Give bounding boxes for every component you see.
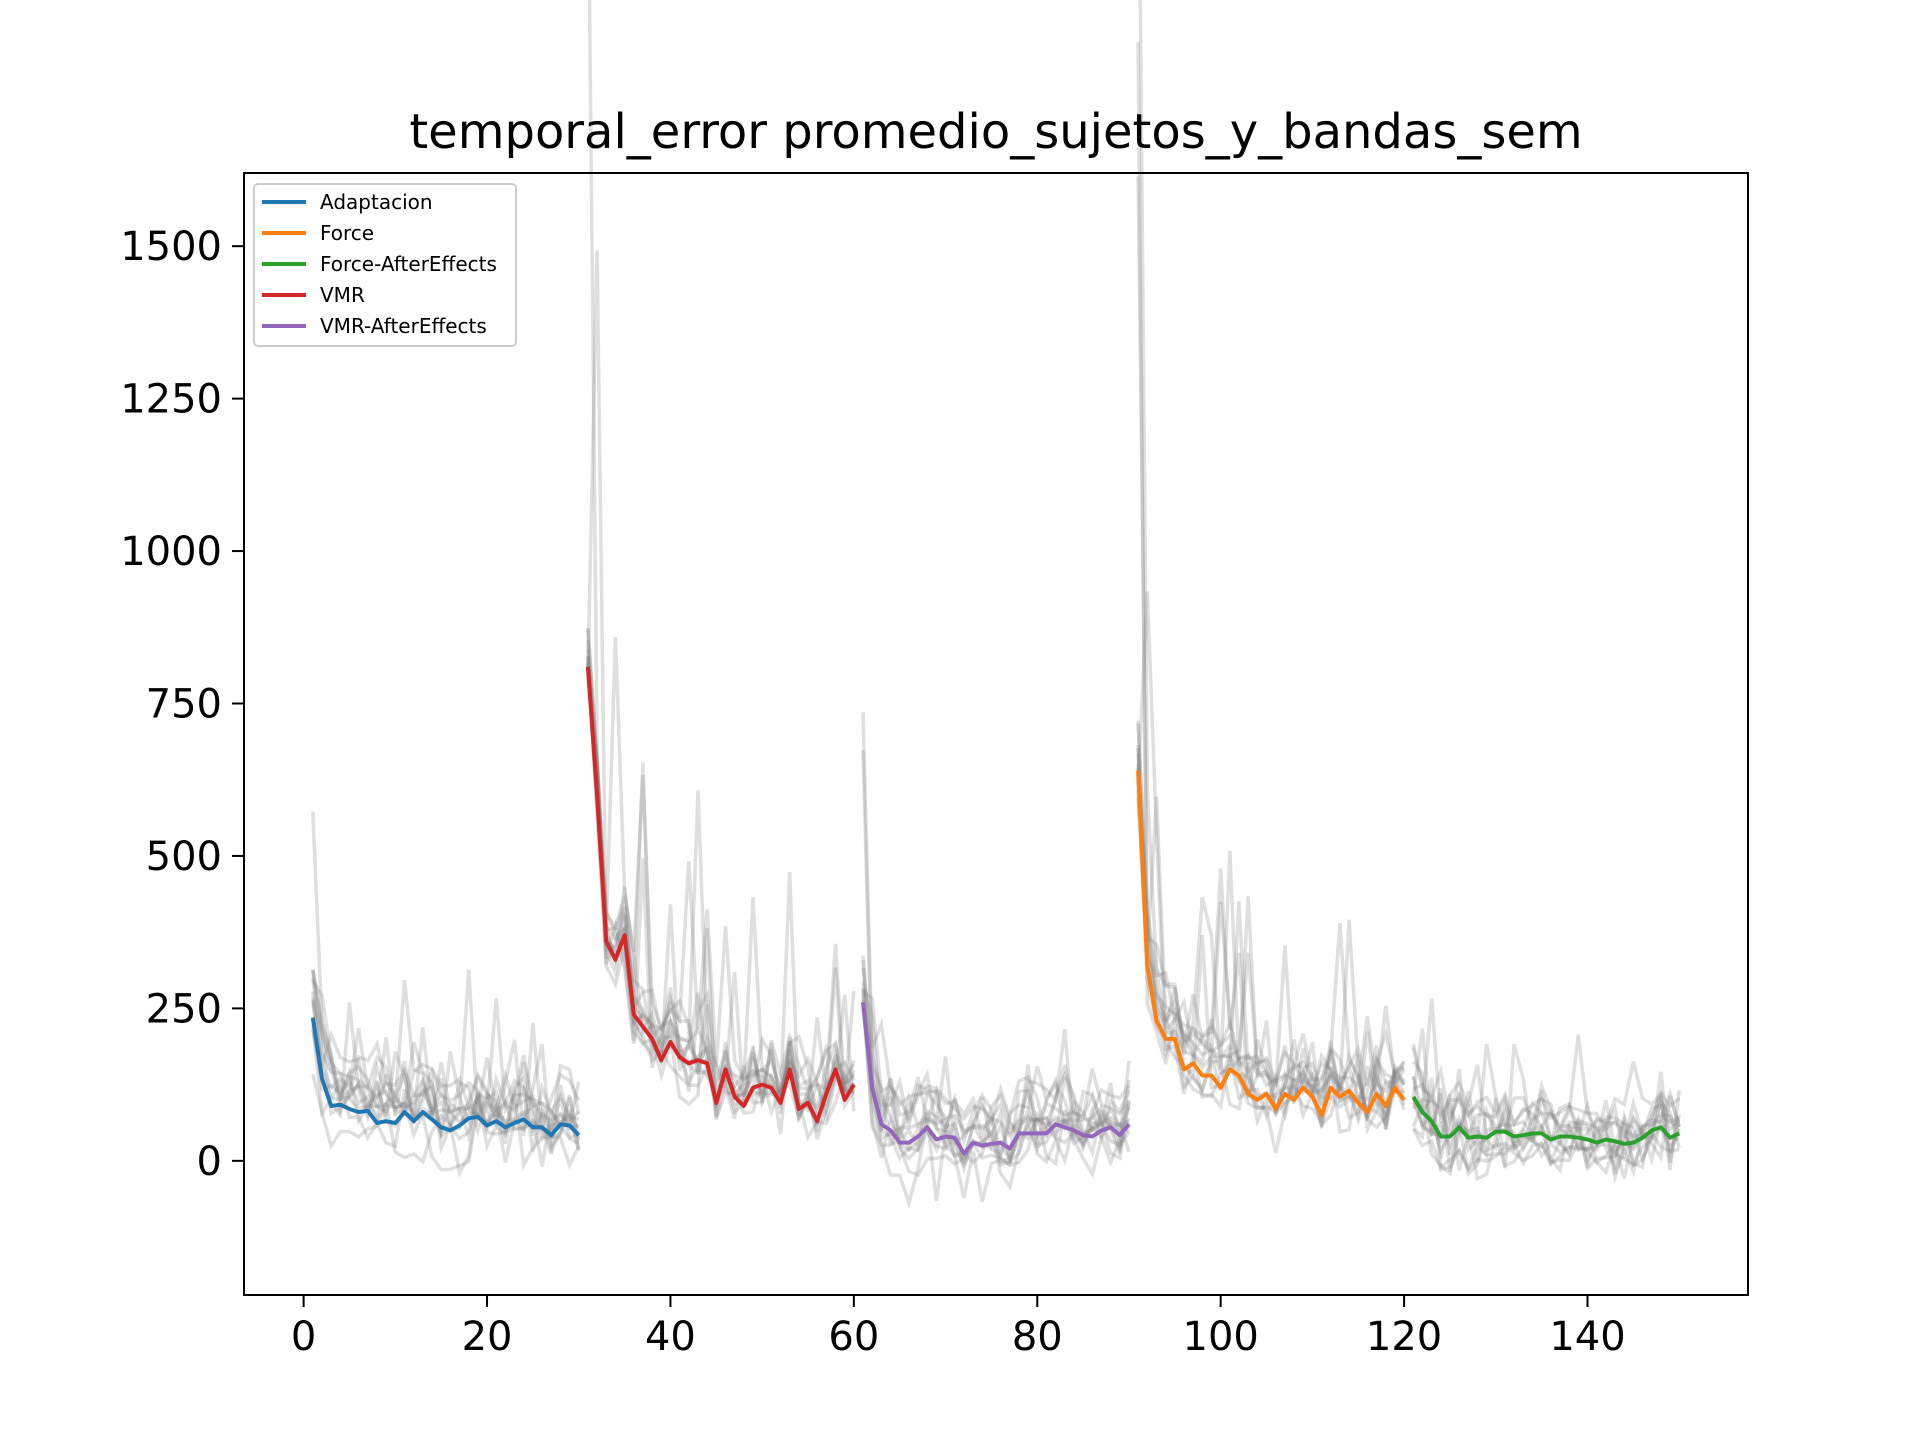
- subject-line: [1412, 1090, 1681, 1172]
- subject-line: [1136, 744, 1405, 1123]
- y-tick-label: 500: [146, 834, 222, 880]
- subject-line: [861, 987, 1131, 1165]
- subject-line: [311, 1002, 581, 1150]
- legend-label: VMR: [320, 283, 365, 307]
- subject-line: [586, 675, 856, 1143]
- x-tick-label: 100: [1183, 1314, 1259, 1360]
- x-tick-label: 20: [462, 1314, 513, 1360]
- subject-line: [311, 970, 581, 1153]
- y-tick-label: 1000: [120, 529, 222, 575]
- subject-line: [586, 655, 856, 1121]
- x-tick-label: 60: [828, 1314, 879, 1360]
- subject-line: [861, 988, 1131, 1209]
- subject-line: [1412, 1077, 1680, 1173]
- subject-line: [311, 979, 580, 1152]
- subject-line: [861, 967, 1131, 1139]
- subject-line: [311, 970, 581, 1133]
- subject-line: [311, 1073, 581, 1178]
- x-tick-label: 0: [291, 1314, 316, 1360]
- legend-label: Adaptacion: [320, 190, 433, 214]
- chart-title: temporal_error promedio_sujetos_y_bandas…: [409, 104, 1582, 160]
- series-line-force: [1136, 770, 1406, 1118]
- subject-line: [1411, 1071, 1681, 1173]
- y-tick-label: 1500: [120, 224, 222, 270]
- y-tick-label: 250: [146, 986, 222, 1032]
- series-line-adaptacion: [310, 1017, 581, 1138]
- subject-line: [1136, 720, 1406, 1103]
- subject-line: [586, 628, 856, 1100]
- subject-line: [861, 989, 1131, 1165]
- y-tick-label: 1250: [120, 377, 222, 423]
- subject-line: [1136, 763, 1406, 1135]
- subject-line: [1138, 0, 1406, 1130]
- subject-line: [311, 1020, 581, 1150]
- x-tick-label: 80: [1012, 1314, 1063, 1360]
- subject-line: [1136, 591, 1406, 1127]
- subject-line: [1411, 1096, 1680, 1155]
- legend-label: Force: [320, 221, 374, 245]
- subject-line: [1411, 1047, 1681, 1138]
- subject-line: [1412, 998, 1681, 1172]
- subject-line: [861, 960, 1131, 1166]
- subject-line: [311, 990, 581, 1140]
- subject-line: [311, 968, 581, 1155]
- subject-line: [586, 627, 856, 1116]
- legend: Adaptacion Force Force-AfterEffects VMR VMR-…: [253, 183, 517, 347]
- y-tick-label: 750: [146, 682, 222, 728]
- subject-line: [1136, 176, 1405, 1119]
- subject-line: [861, 712, 1131, 1137]
- subject-line: [311, 1024, 580, 1172]
- subject-line: [1411, 1034, 1681, 1171]
- series-line-vmr-aftereffects: [861, 1002, 1131, 1156]
- x-tick-label: 120: [1366, 1314, 1442, 1360]
- subject-line: [1411, 1043, 1681, 1175]
- subject-line: [1136, 779, 1406, 1130]
- plot-frame: [243, 172, 1749, 1296]
- subject-line: [1136, 723, 1406, 1118]
- x-tick-label: 40: [645, 1314, 696, 1360]
- series-line-vmr: [585, 666, 856, 1124]
- subject-line: [1136, 42, 1405, 1154]
- legend-label: VMR-AfterEffects: [320, 314, 487, 338]
- subject-line: [861, 1001, 1131, 1191]
- subject-line: [586, 667, 855, 1125]
- subject-line: [1136, 748, 1406, 1095]
- subject-line: [861, 992, 1130, 1167]
- legend-box: [253, 183, 517, 347]
- subject-line: [1411, 1094, 1680, 1184]
- y-tick-label: 0: [197, 1139, 222, 1185]
- subject-line: [1411, 1064, 1681, 1159]
- subject-line: [861, 999, 1131, 1151]
- x-axis: 0 20 40 60 80 100 120 140: [291, 1295, 1626, 1360]
- legend-label: Force-AfterEffects: [320, 252, 497, 276]
- series-lines: [310, 666, 1681, 1156]
- x-tick-label: 140: [1549, 1314, 1625, 1360]
- subject-line: [311, 811, 580, 1140]
- y-axis: 0 250 500 750 1000 1250 1500: [120, 224, 244, 1185]
- subject-line: [1136, 753, 1406, 1121]
- series-line-force-aftereffects: [1411, 1095, 1681, 1146]
